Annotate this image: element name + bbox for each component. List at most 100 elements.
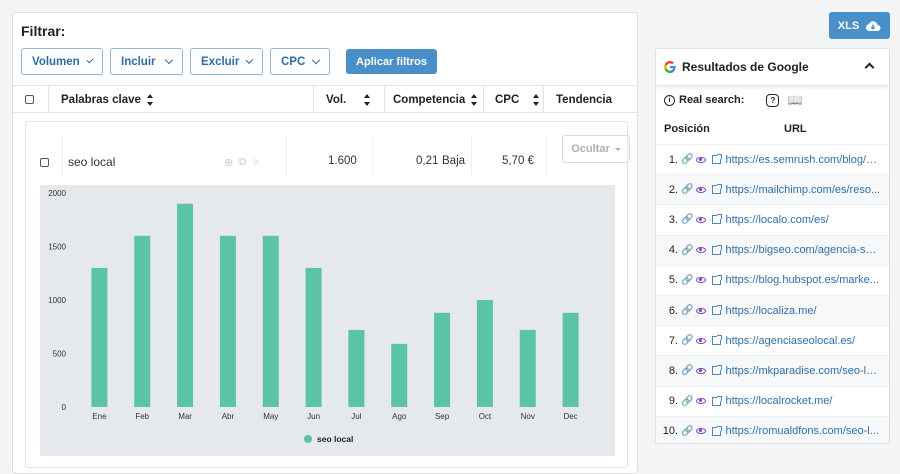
filter-excluir-label: Excluir (201, 55, 240, 68)
x-tick-label: Nov (521, 412, 535, 421)
google-results-header[interactable]: Resultados de Google (656, 49, 889, 86)
col-competition-header[interactable]: Competencia (393, 86, 478, 113)
y-tick-label: 500 (53, 350, 67, 359)
sparkle-icon[interactable]: ✧ (251, 157, 261, 169)
result-url[interactable]: https://localo.com/es/ (725, 213, 829, 226)
chart-bar (134, 235, 151, 407)
col-position-header: Posición (664, 123, 710, 135)
eye-icon[interactable] (696, 398, 707, 405)
result-position: 7. (668, 334, 678, 347)
result-position: 2. (668, 183, 678, 196)
link-icon[interactable]: 🔗 (681, 395, 694, 407)
eye-icon[interactable] (696, 277, 707, 284)
copy-icon[interactable]: ⧉ (238, 156, 247, 168)
external-link-icon[interactable] (712, 365, 723, 376)
export-xls-button[interactable]: XLS (829, 12, 890, 39)
external-link-icon[interactable] (712, 274, 723, 285)
hide-button[interactable]: Ocultar (562, 135, 630, 163)
link-icon[interactable]: 🔗 (681, 335, 694, 347)
competition-value: 0,21 (416, 155, 439, 167)
link-icon[interactable]: 🔗 (681, 305, 694, 317)
external-link-icon[interactable] (712, 214, 723, 225)
external-link-icon[interactable] (712, 305, 723, 316)
result-item: 6. 🔗 https://localiza.me/ (656, 294, 889, 326)
col-volume-header[interactable]: Vol. (326, 86, 371, 113)
eye-icon[interactable] (696, 247, 707, 254)
volume-value: 1.600 (328, 155, 357, 167)
y-tick-label: 1000 (48, 296, 66, 305)
external-link-icon[interactable] (712, 425, 723, 436)
result-url[interactable]: https://localrocket.me/ (725, 395, 833, 408)
result-item: 10. 🔗 https://romualdfons.com/seo-l... (656, 415, 889, 443)
eye-icon[interactable] (696, 337, 707, 344)
result-position: 3. (668, 213, 678, 226)
eye-icon[interactable] (696, 216, 707, 223)
chevron-down-icon (311, 55, 321, 65)
chevron-down-icon (164, 55, 174, 65)
x-tick-label: Oct (479, 412, 492, 421)
result-url[interactable]: https://bigseo.com/agencia-se... (725, 244, 881, 257)
link-icon[interactable]: 🔗 (681, 184, 694, 196)
link-icon[interactable]: 🔗 (681, 214, 694, 226)
row-checkbox[interactable] (40, 158, 49, 167)
sort-icon (471, 93, 478, 106)
link-icon[interactable]: 🔗 (681, 244, 694, 256)
question-icon[interactable]: ? (766, 93, 780, 107)
google-results-title: Resultados de Google (682, 60, 809, 74)
x-tick-label: Jun (307, 412, 320, 421)
col-trend-header: Tendencia (556, 93, 613, 106)
external-link-icon[interactable] (712, 184, 723, 195)
result-url[interactable]: https://blog.hubspot.es/marke... (725, 274, 879, 287)
result-url[interactable]: https://mkparadise.com/seo-lo... (725, 364, 881, 377)
x-tick-label: Ene (92, 412, 107, 421)
link-icon[interactable]: 🔗 (681, 274, 694, 286)
eye-icon[interactable] (696, 307, 707, 314)
keyword-text: seo local (68, 155, 116, 169)
link-icon[interactable]: 🔗 (681, 425, 694, 437)
result-url[interactable]: https://localiza.me/ (725, 304, 817, 317)
add-icon[interactable]: ⊕ (224, 157, 234, 169)
col-cpc-header[interactable]: CPC (495, 86, 540, 113)
apply-filters-button[interactable]: Aplicar filtros (346, 49, 437, 74)
chart-bar (219, 235, 236, 407)
results-list: 1. 🔗 https://es.semrush.com/blog/q... 2. 🔗 ht… (656, 144, 889, 443)
filter-incluir-button[interactable]: Incluir (110, 48, 183, 75)
eye-icon[interactable] (696, 156, 707, 163)
select-all-checkbox[interactable] (25, 86, 34, 113)
x-tick-label: May (263, 412, 278, 421)
result-url[interactable]: https://mailchimp.com/es/reso... (725, 183, 881, 196)
result-url[interactable]: https://agenciaseolocal.es/ (725, 334, 856, 347)
external-link-icon[interactable] (712, 395, 723, 406)
filter-volumen-button[interactable]: Volumen (21, 48, 103, 75)
filter-excluir-button[interactable]: Excluir (190, 48, 263, 75)
y-tick-label: 1500 (48, 243, 66, 252)
caret-down-icon (614, 147, 621, 151)
x-tick-label: Abr (222, 412, 235, 421)
result-item: 8. 🔗 https://mkparadise.com/seo-lo... (656, 355, 889, 386)
result-url[interactable]: https://romualdfons.com/seo-l... (725, 425, 879, 438)
filter-cpc-button[interactable]: CPC (270, 48, 330, 75)
cpc-value: 5,70 € (502, 155, 534, 167)
filter-title: Filtrar: (21, 23, 66, 39)
y-tick-label: 2000 (48, 189, 66, 198)
competition-level: Baja (442, 155, 466, 167)
external-link-icon[interactable] (712, 335, 723, 346)
link-icon[interactable]: 🔗 (681, 365, 694, 377)
external-link-icon[interactable] (712, 154, 723, 165)
x-tick-label: Mar (178, 412, 192, 421)
result-position: 9. (668, 395, 678, 408)
chart-bar (177, 203, 194, 407)
result-item: 9. 🔗 https://localrocket.me/ (656, 385, 889, 416)
book-icon[interactable]: 📖 (787, 93, 803, 107)
chevron-up-icon[interactable] (864, 62, 875, 73)
chevron-down-icon (86, 56, 94, 64)
google-results-panel: Resultados de Google i Real search: ? 📖 … (655, 48, 890, 444)
link-icon[interactable]: 🔗 (681, 154, 694, 166)
eye-icon[interactable] (696, 186, 707, 193)
eye-icon[interactable] (696, 428, 707, 435)
external-link-icon[interactable] (712, 244, 723, 255)
result-url[interactable]: https://es.semrush.com/blog/q... (725, 153, 881, 166)
eye-icon[interactable] (696, 367, 707, 374)
col-keyword-header[interactable]: Palabras clave (61, 86, 154, 113)
chart-bar (305, 267, 322, 407)
